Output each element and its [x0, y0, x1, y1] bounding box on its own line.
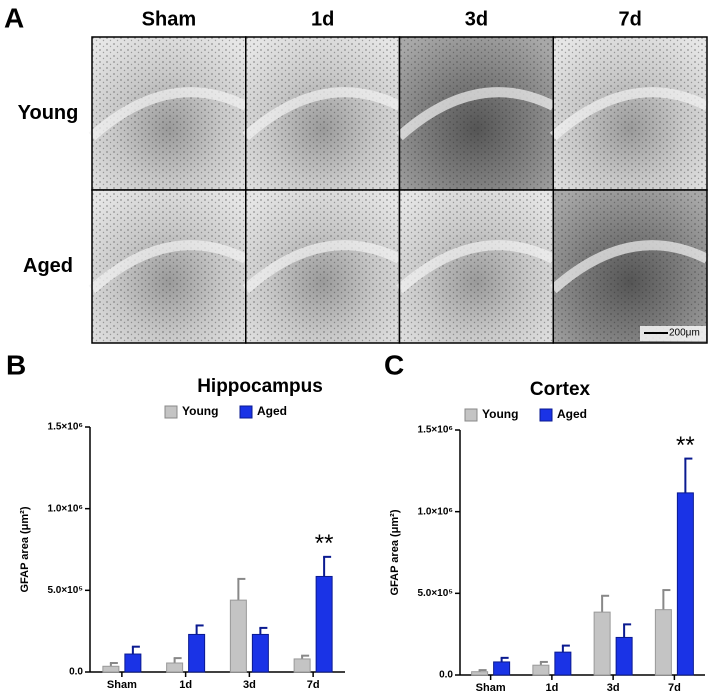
x-tick-label: 3d	[243, 679, 256, 691]
micrograph-grid	[88, 36, 709, 344]
micrograph-layer	[242, 240, 402, 294]
significance-label: **	[676, 432, 695, 459]
legend-label: Aged	[557, 407, 587, 421]
scale-bar-bg	[640, 326, 706, 341]
panel-label: B	[6, 349, 26, 380]
legend-label: Young	[182, 404, 218, 418]
bar	[654, 609, 672, 676]
legend-label: Young	[482, 407, 518, 421]
panel-label: A	[4, 2, 24, 33]
micrograph-layer	[549, 240, 709, 294]
legend-swatch	[464, 408, 478, 422]
bar	[593, 611, 611, 676]
y-tick-label: 5.0×10⁵	[417, 588, 453, 599]
y-axis-label: GFAP area (μm²)	[389, 509, 401, 595]
x-tick-label: 3d	[607, 682, 620, 694]
row-label: Young	[18, 102, 79, 124]
legend-swatch	[539, 408, 553, 422]
micrograph-layer	[549, 87, 709, 141]
x-tick-label: 7d	[668, 682, 681, 694]
chart-title: Hippocampus	[197, 376, 323, 397]
column-label: 3d	[465, 8, 488, 30]
bar	[493, 661, 511, 676]
micrograph-layer	[396, 240, 556, 294]
x-tick-label: 1d	[545, 682, 558, 694]
x-tick-label: Sham	[476, 682, 506, 694]
y-tick-label: 0.0	[69, 667, 83, 678]
x-tick-label: 1d	[179, 679, 192, 691]
bar	[676, 492, 694, 676]
bar	[315, 575, 333, 673]
column-label: Sham	[142, 8, 196, 30]
bar	[229, 599, 247, 673]
legend-swatch	[164, 405, 178, 419]
legend-label: Aged	[257, 404, 287, 418]
y-tick-label: 1.5×10⁶	[48, 422, 83, 433]
micrograph-layer	[88, 87, 248, 141]
micrograph-layer	[396, 87, 556, 141]
x-tick-label: 7d	[307, 679, 320, 691]
bar	[166, 662, 184, 673]
bar	[532, 664, 550, 676]
y-tick-label: 1.5×10⁶	[418, 425, 453, 436]
y-axis-label: GFAP area (μm²)	[19, 506, 31, 592]
y-tick-label: 1.0×10⁶	[418, 506, 453, 517]
micrograph-layer	[242, 87, 402, 141]
y-tick-label: 0.0	[439, 670, 453, 681]
column-label: 7d	[618, 8, 641, 30]
bar	[471, 671, 489, 676]
row-label: Aged	[23, 255, 73, 277]
bar	[615, 636, 633, 676]
scale-bar-label: 200μm	[669, 328, 700, 339]
legend-swatch	[239, 405, 253, 419]
bar	[554, 651, 572, 676]
column-label: 1d	[311, 8, 334, 30]
y-tick-label: 5.0×10⁵	[47, 585, 83, 596]
significance-label: **	[315, 530, 334, 557]
y-tick-label: 1.0×10⁶	[48, 503, 83, 514]
panel-label: C	[384, 349, 404, 380]
bar	[102, 665, 120, 673]
bar	[251, 633, 269, 673]
chart-title: Cortex	[530, 379, 591, 400]
bar	[293, 658, 311, 673]
x-tick-label: Sham	[107, 679, 137, 691]
micrograph-border	[552, 189, 708, 344]
micrograph-layer	[88, 240, 248, 294]
bar	[188, 633, 206, 673]
bar	[124, 653, 142, 673]
